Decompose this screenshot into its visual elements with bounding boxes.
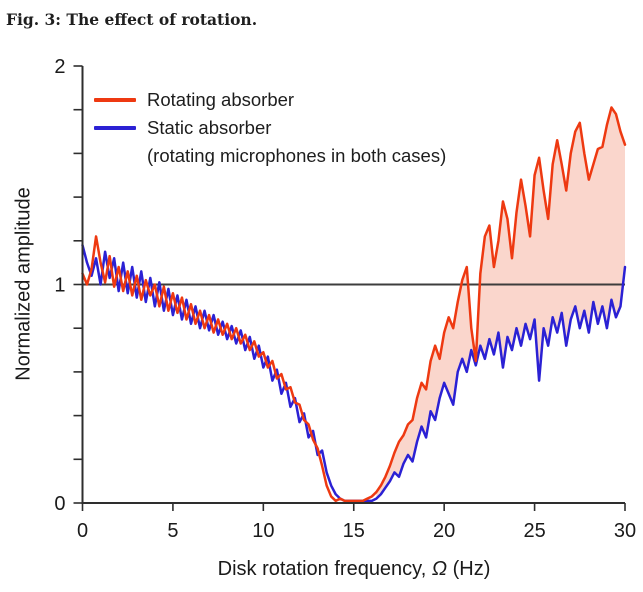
x-tick-label: 5 (167, 520, 178, 542)
figure-title: Fig. 3: The effect of rotation. (6, 10, 258, 29)
x-tick-label: 25 (523, 520, 545, 542)
y-tick-label: 0 (54, 493, 65, 515)
static-absorber-line-swatch (94, 126, 136, 130)
x-axis-label-suffix: (Hz) (447, 558, 491, 580)
legend-note: (rotating microphones in both cases) (147, 145, 447, 166)
legend-label-rotating-absorber: Rotating absorber (147, 89, 295, 110)
legend-item-rotating-absorber: Rotating absorber (94, 86, 446, 114)
x-axis-label-prefix: Disk rotation frequency, (217, 558, 432, 580)
y-tick-label: 2 (54, 56, 65, 78)
y-tick-label: 1 (54, 275, 65, 297)
legend-item-static-absorber: Static absorber (94, 114, 446, 142)
y-axis-label: Normalized amplitude (12, 187, 35, 381)
x-tick-label: 15 (343, 520, 365, 542)
rotating-absorber-curve (81, 106, 627, 503)
x-axis-label: Disk rotation frequency, Ω (Hz) (218, 558, 491, 581)
rotating-absorber-line-swatch (94, 98, 136, 102)
x-tick-label: 0 (77, 520, 88, 542)
x-tick-label: 30 (614, 520, 636, 542)
omega-symbol: Ω (431, 558, 448, 580)
legend-label-static-absorber: Static absorber (147, 117, 272, 138)
legend: Rotating absorber Static absorber (rotat… (94, 86, 446, 170)
x-tick-label: 10 (252, 520, 274, 542)
x-tick-label: 20 (433, 520, 455, 542)
